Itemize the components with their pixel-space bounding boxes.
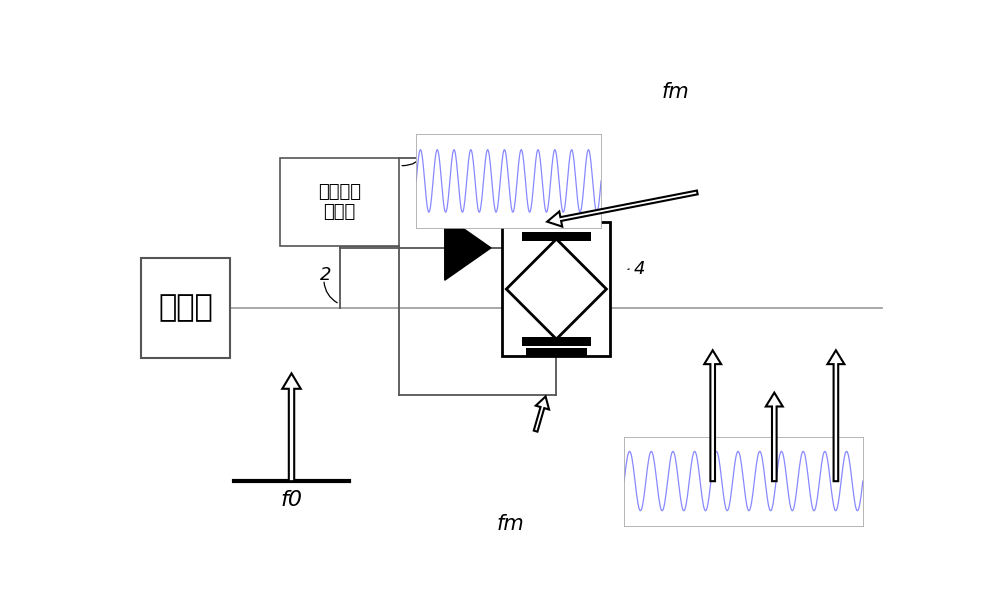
Text: f0: f0	[281, 490, 303, 510]
Text: 激光器: 激光器	[158, 294, 213, 322]
Text: 3: 3	[491, 149, 503, 167]
Text: f0-fm: f0-fm	[690, 493, 735, 510]
Text: 正弦信号
发生器: 正弦信号 发生器	[318, 183, 361, 222]
Polygon shape	[704, 350, 721, 481]
Text: f0: f0	[766, 493, 783, 510]
Bar	[280, 158, 399, 246]
Text: 2: 2	[320, 266, 332, 284]
Polygon shape	[534, 396, 549, 432]
Polygon shape	[547, 191, 698, 227]
Polygon shape	[766, 393, 783, 481]
Bar	[526, 219, 587, 228]
Text: fm: fm	[662, 82, 690, 102]
Bar	[502, 222, 610, 356]
Bar	[522, 337, 591, 346]
Text: fm: fm	[496, 513, 524, 533]
Text: f0+fm: f0+fm	[810, 493, 862, 510]
Polygon shape	[445, 216, 491, 280]
Polygon shape	[506, 239, 606, 339]
Text: 1: 1	[426, 137, 437, 155]
Bar	[141, 258, 230, 358]
Text: 4: 4	[634, 261, 645, 278]
Polygon shape	[827, 350, 844, 481]
Bar	[526, 348, 587, 357]
Polygon shape	[282, 373, 301, 481]
Bar	[522, 232, 591, 241]
